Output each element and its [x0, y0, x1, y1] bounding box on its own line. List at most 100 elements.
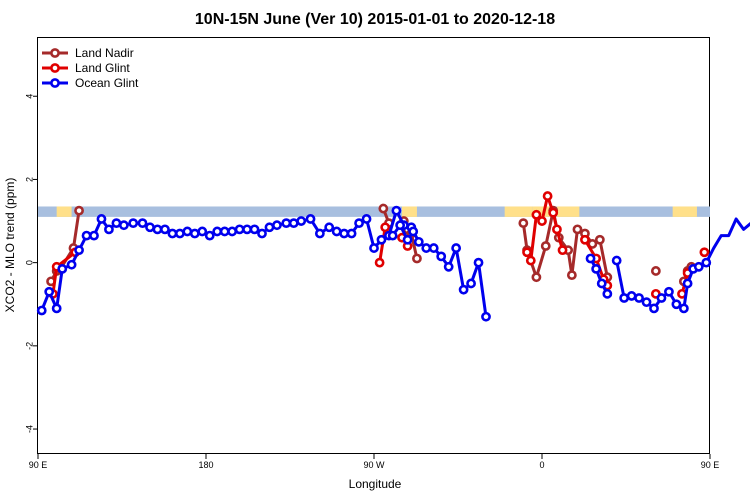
data-point [626, 291, 637, 301]
data-point [402, 234, 413, 245]
data-point [566, 270, 577, 281]
data-point [227, 226, 238, 237]
map-band-land [672, 206, 681, 217]
data-point [481, 311, 491, 322]
map-band-land [504, 206, 533, 217]
data-point [167, 228, 178, 239]
legend-marker [50, 78, 60, 88]
data-point [671, 299, 682, 310]
data-point [664, 286, 674, 297]
y-tick-label: 0 [24, 260, 34, 265]
data-point [428, 243, 439, 253]
data-point [189, 228, 200, 239]
data-point [118, 220, 129, 231]
data-point [369, 243, 379, 253]
data-point [160, 224, 170, 235]
data-point [272, 220, 282, 231]
chart-title: 10N-15N June (Ver 10) 2015-01-01 to 2020… [195, 11, 555, 28]
data-point [540, 241, 551, 251]
data-point [473, 257, 484, 268]
legend-item: Ocean Glint [42, 76, 139, 90]
map-band-land [402, 206, 417, 217]
data-point [443, 261, 454, 272]
legend-marker [50, 63, 60, 73]
data-point [525, 255, 536, 266]
data-point [182, 226, 193, 237]
data-point [242, 224, 252, 235]
data-point [596, 278, 607, 289]
data-point [656, 293, 667, 303]
data-point [324, 222, 335, 233]
data-point [74, 205, 84, 216]
data-point [74, 245, 84, 256]
data-point [594, 234, 605, 245]
data-point [44, 286, 55, 297]
data-point [572, 224, 583, 235]
data-point [413, 236, 424, 247]
map-band [38, 206, 710, 217]
data-point [346, 228, 357, 239]
data-point [451, 243, 462, 253]
legend-marker [50, 48, 60, 58]
data-point [531, 209, 542, 220]
data-point [89, 230, 99, 241]
x-axis-label: Longitude [349, 477, 402, 491]
data-point [387, 230, 398, 241]
data-point [339, 228, 350, 239]
data-point [204, 230, 215, 241]
data-point [174, 228, 185, 239]
series-layer [36, 191, 750, 322]
data-point [682, 278, 693, 289]
data-point [701, 257, 712, 268]
data-point [458, 284, 469, 295]
data-point [591, 263, 602, 274]
data-point [145, 222, 155, 233]
map-band-land [556, 206, 580, 217]
data-point [137, 218, 148, 229]
data-point [580, 234, 590, 245]
data-point [522, 247, 532, 258]
data-point [641, 297, 652, 308]
data-point [51, 303, 62, 314]
data-point [354, 218, 364, 229]
data-point [288, 218, 299, 229]
axes: 90 E 180 90 W 0 90 E -4 -2 0 2 4 [24, 94, 719, 470]
data-point [66, 259, 77, 270]
series-line [391, 223, 415, 242]
data-point [36, 305, 47, 316]
legend-label: Land Nadir [75, 46, 134, 60]
x-tick-label: 90 E [701, 460, 720, 470]
data-point [548, 207, 559, 218]
map-band-land [56, 206, 72, 217]
plot-frame [37, 37, 710, 454]
data-point [81, 230, 92, 241]
x-tick-label: 90 W [363, 460, 385, 470]
data-point [374, 257, 385, 268]
data-point [650, 266, 661, 276]
data-point [421, 243, 432, 253]
y-tick-label: 2 [24, 177, 34, 182]
data-point [518, 218, 529, 229]
data-point [693, 261, 704, 272]
data-point [436, 251, 447, 262]
data-point [296, 216, 307, 226]
series-ocean-glint [36, 205, 750, 322]
data-point [249, 224, 260, 235]
data-point [611, 255, 622, 266]
data-point [57, 263, 68, 274]
data-point [212, 226, 223, 237]
data-point [96, 214, 107, 224]
series-line [589, 257, 609, 295]
data-point [380, 222, 391, 233]
data-point [361, 214, 372, 224]
data-point [699, 247, 710, 258]
data-point [602, 288, 613, 299]
data-point [466, 278, 476, 289]
data-point [557, 245, 568, 256]
data-point [257, 228, 267, 239]
data-point [111, 218, 122, 229]
data-point [408, 226, 419, 237]
data-point [264, 222, 275, 233]
